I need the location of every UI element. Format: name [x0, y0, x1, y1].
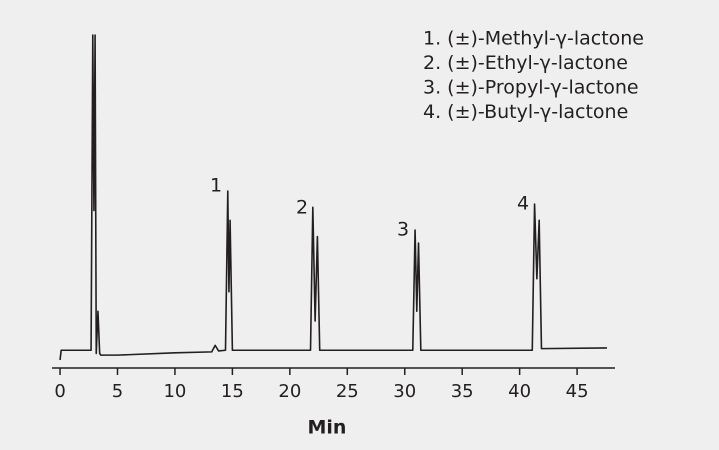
peak-label: 2	[296, 197, 308, 219]
x-tick-label: 30	[393, 381, 416, 402]
x-tick-label: 0	[54, 381, 65, 402]
x-tick-label: 15	[221, 381, 244, 402]
peak-label: 3	[397, 219, 409, 241]
peak-label: 4	[517, 193, 529, 215]
x-tick-label: 5	[112, 381, 123, 402]
legend-item: 2. (±)-Ethyl-γ-lactone	[423, 52, 628, 74]
x-axis-title: Min	[308, 417, 347, 439]
x-tick-label: 35	[451, 381, 474, 402]
x-tick-label: 40	[508, 381, 531, 402]
x-tick-label: 25	[336, 381, 359, 402]
legend-item: 1. (±)-Methyl-γ-lactone	[423, 28, 644, 50]
x-tick-label: 45	[566, 381, 589, 402]
legend-item: 4. (±)-Butyl-γ-lactone	[423, 101, 628, 123]
legend-item: 3. (±)-Propyl-γ-lactone	[423, 77, 639, 99]
x-tick-label: 20	[278, 381, 301, 402]
x-tick-label: 10	[163, 381, 186, 402]
peak-label: 1	[210, 175, 222, 197]
trace	[59, 34, 607, 361]
